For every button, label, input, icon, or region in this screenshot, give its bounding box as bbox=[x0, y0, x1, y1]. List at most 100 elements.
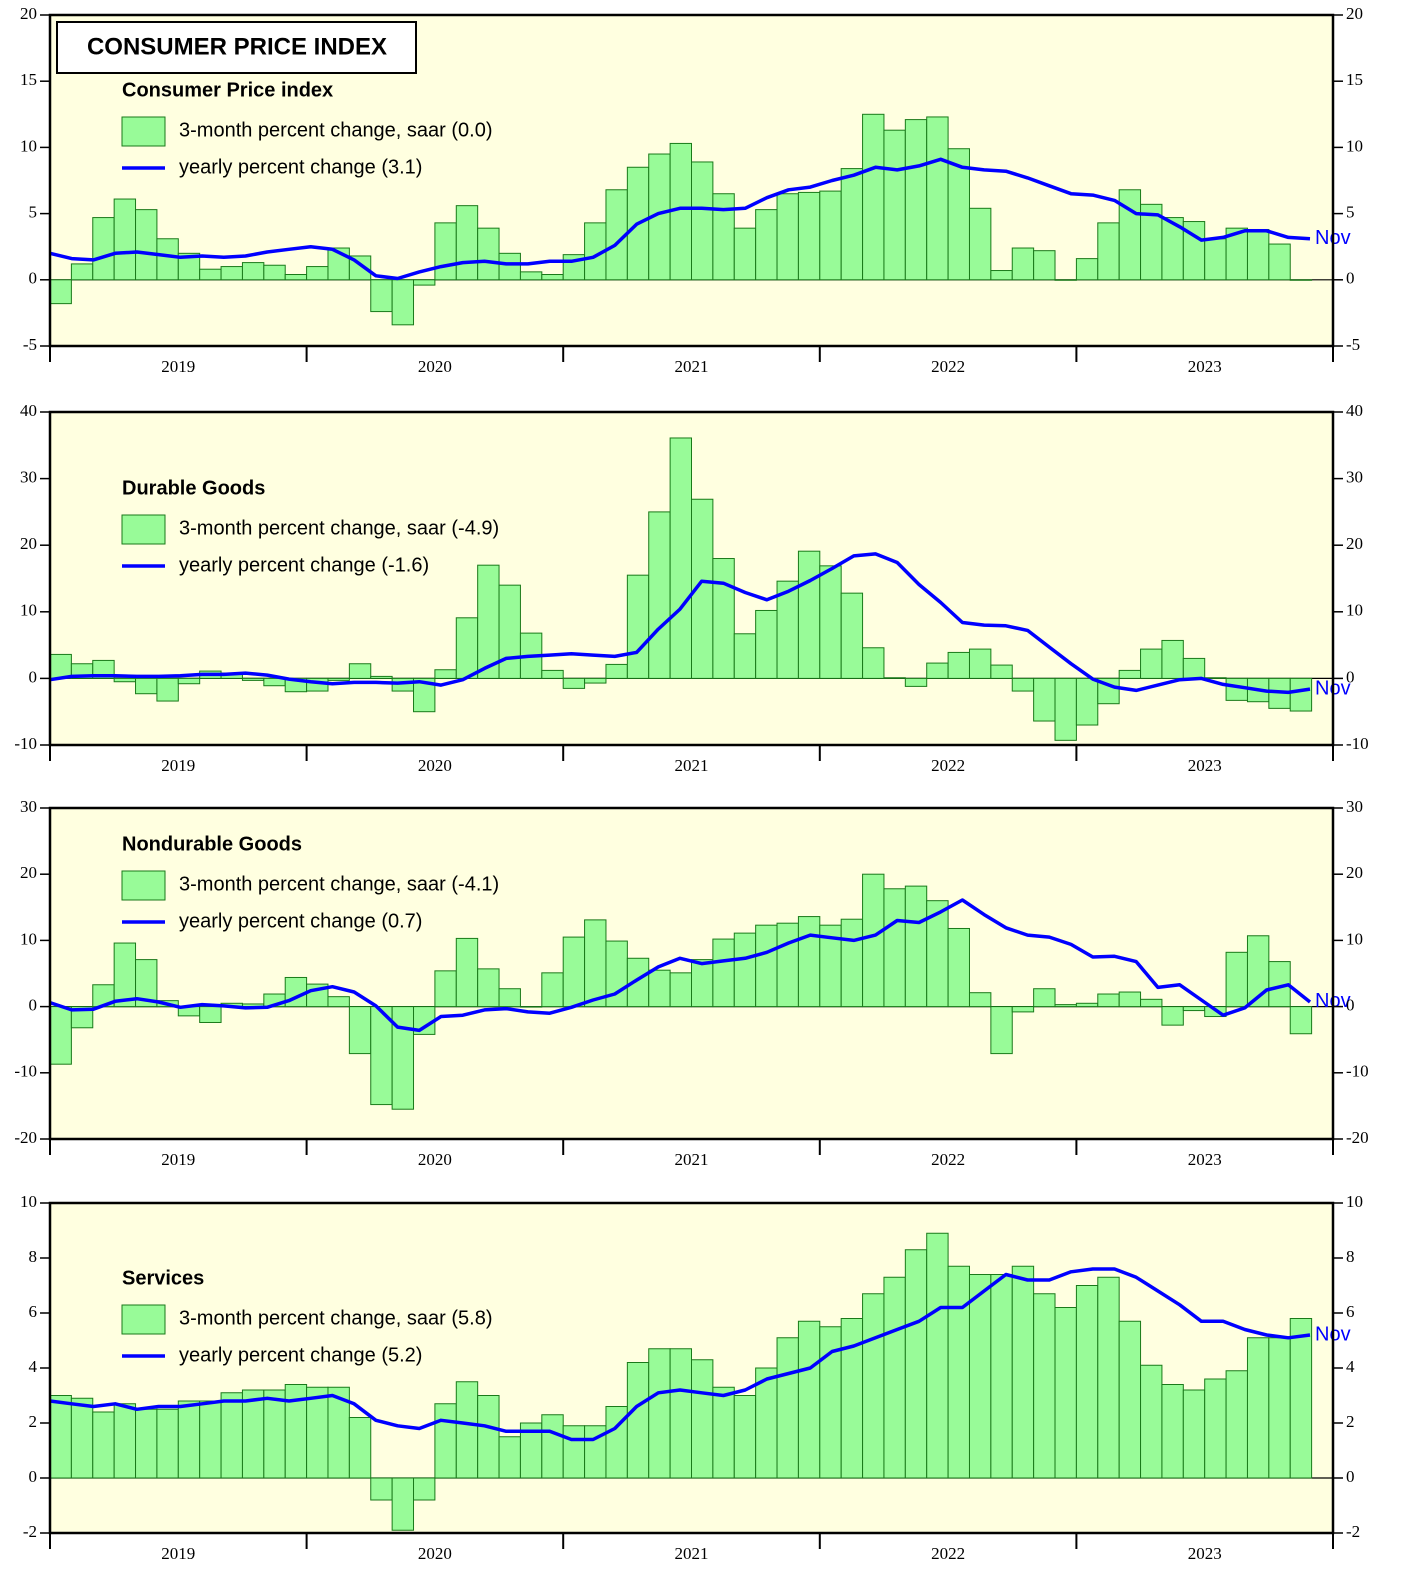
x-tick-label: 2021 bbox=[675, 1150, 709, 1169]
bar bbox=[669, 972, 692, 1008]
y-tick-label: 20 bbox=[20, 534, 37, 553]
bar bbox=[562, 1425, 586, 1479]
bar bbox=[92, 659, 115, 679]
y-tick-label-right: 20 bbox=[1346, 4, 1363, 23]
bar bbox=[413, 1477, 436, 1501]
bar bbox=[1033, 677, 1056, 722]
bar bbox=[840, 592, 864, 679]
bar bbox=[241, 677, 265, 681]
bar bbox=[1204, 238, 1227, 281]
bar bbox=[370, 279, 393, 313]
bar bbox=[177, 677, 201, 685]
bar bbox=[1204, 1378, 1227, 1479]
bar bbox=[691, 161, 714, 281]
legend-swatch bbox=[121, 870, 166, 901]
bar bbox=[968, 992, 992, 1008]
bar bbox=[1225, 677, 1248, 701]
y-tick-label: 8 bbox=[29, 1247, 38, 1266]
bar bbox=[733, 633, 757, 679]
header-title: CONSUMER PRICE INDEX bbox=[87, 33, 387, 60]
bar bbox=[947, 927, 970, 1008]
bar bbox=[968, 1274, 992, 1479]
bar bbox=[926, 116, 949, 281]
bar bbox=[904, 677, 928, 687]
bar bbox=[434, 222, 457, 281]
bar bbox=[755, 924, 778, 1008]
bar bbox=[840, 168, 864, 281]
bar bbox=[455, 937, 479, 1008]
x-tick-label: 2021 bbox=[675, 1544, 709, 1563]
bar bbox=[648, 969, 671, 1008]
bar bbox=[691, 959, 714, 1008]
legend-label: 3-month percent change, saar (-4.9) bbox=[179, 517, 499, 539]
x-tick-label: 2019 bbox=[161, 357, 195, 376]
y-tick-label: 15 bbox=[20, 70, 37, 89]
header-box bbox=[56, 21, 417, 74]
bar bbox=[990, 1274, 1013, 1479]
legend-swatch bbox=[121, 116, 166, 147]
y-tick-label: 0 bbox=[29, 1467, 38, 1486]
bar bbox=[1075, 1002, 1099, 1008]
bar bbox=[862, 1293, 885, 1479]
bar bbox=[455, 1381, 479, 1479]
bar bbox=[733, 932, 757, 1008]
bar bbox=[669, 1348, 692, 1479]
bar bbox=[348, 1417, 372, 1479]
x-tick-label: 2023 bbox=[1188, 756, 1222, 775]
x-tick-label: 2023 bbox=[1188, 1544, 1222, 1563]
bar bbox=[1075, 1285, 1099, 1479]
plot-frame bbox=[48, 13, 1335, 348]
x-tick-label: 2023 bbox=[1188, 357, 1222, 376]
bar bbox=[1075, 677, 1099, 726]
bar bbox=[990, 664, 1013, 679]
bar bbox=[156, 677, 179, 702]
panel-title: Consumer Price index bbox=[122, 79, 333, 101]
y-tick-label-right: -2 bbox=[1346, 1522, 1360, 1541]
bar bbox=[391, 1006, 415, 1110]
bar bbox=[135, 677, 158, 695]
bar bbox=[626, 574, 650, 679]
bar bbox=[455, 205, 479, 281]
bar bbox=[391, 279, 415, 326]
bar bbox=[1011, 1006, 1035, 1013]
bar bbox=[1182, 1389, 1206, 1479]
bar bbox=[1289, 279, 1313, 281]
line bbox=[49, 552, 1311, 695]
bar bbox=[1140, 1364, 1163, 1479]
bar bbox=[605, 663, 628, 679]
bar bbox=[177, 252, 201, 281]
bar bbox=[413, 279, 436, 286]
x-tick-label: 2022 bbox=[931, 756, 965, 775]
legend-label: yearly percent change (3.1) bbox=[179, 156, 422, 178]
y-tick-label-right: 10 bbox=[1346, 929, 1363, 948]
line bbox=[49, 157, 1311, 281]
bar bbox=[797, 191, 821, 281]
y-tick-label-right: 30 bbox=[1346, 468, 1363, 487]
bar bbox=[92, 217, 115, 281]
bar bbox=[327, 677, 350, 681]
y-tick-label-right: 0 bbox=[1346, 667, 1355, 686]
y-tick-label-right: 10 bbox=[1346, 1192, 1363, 1211]
bar bbox=[648, 1348, 671, 1479]
bar bbox=[156, 238, 179, 281]
bar bbox=[1161, 1006, 1184, 1026]
bar bbox=[199, 1006, 222, 1023]
bar bbox=[904, 119, 928, 281]
x-tick-label: 2020 bbox=[418, 357, 452, 376]
bar bbox=[926, 662, 949, 679]
bar bbox=[840, 918, 864, 1008]
bar bbox=[1097, 1276, 1120, 1479]
bar bbox=[1097, 993, 1120, 1008]
bar bbox=[776, 1337, 799, 1479]
bar bbox=[776, 922, 799, 1008]
bar bbox=[1140, 998, 1163, 1008]
panel-title: Services bbox=[122, 1267, 204, 1289]
bar bbox=[883, 129, 906, 281]
bar bbox=[1246, 228, 1270, 281]
bar bbox=[755, 609, 778, 679]
y-tick-label: -20 bbox=[14, 1128, 37, 1147]
y-tick-label-right: 40 bbox=[1346, 401, 1363, 420]
bar bbox=[1204, 677, 1227, 679]
bar bbox=[49, 279, 72, 305]
legend-label: yearly percent change (0.7) bbox=[179, 910, 422, 932]
